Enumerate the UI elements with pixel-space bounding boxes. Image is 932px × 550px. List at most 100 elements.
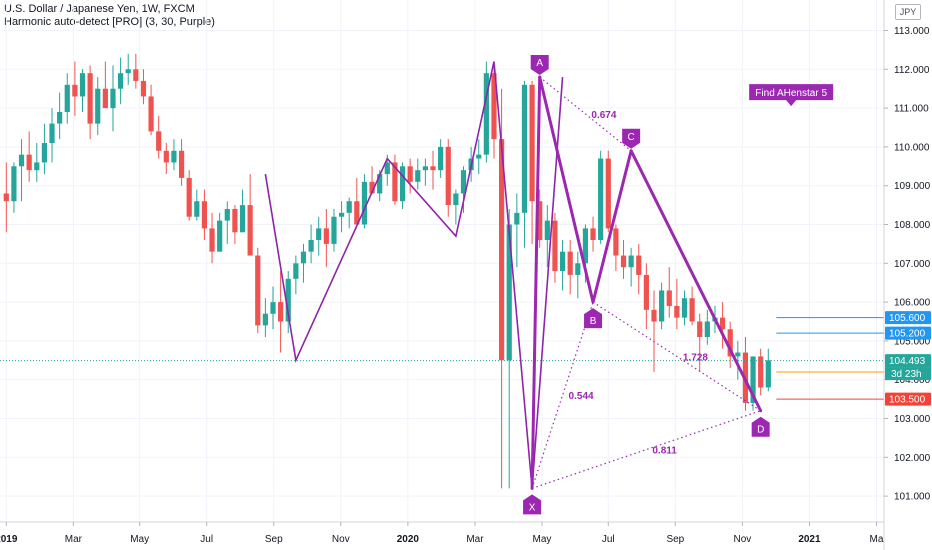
candle-body bbox=[438, 146, 444, 171]
candle-body bbox=[118, 73, 124, 89]
pattern-point-a[interactable]: A bbox=[530, 55, 549, 76]
candle bbox=[537, 189, 543, 248]
candle bbox=[118, 57, 124, 105]
candle bbox=[399, 162, 406, 209]
ratio-label: 0.811 bbox=[652, 446, 677, 457]
price-tick-label: 111.000 bbox=[894, 104, 929, 115]
candle bbox=[704, 309, 710, 345]
candle-body bbox=[217, 220, 223, 252]
pattern-leg bbox=[538, 75, 595, 304]
candle-body bbox=[445, 146, 451, 206]
candle-body bbox=[598, 158, 604, 241]
candle-body bbox=[194, 201, 200, 217]
candle-body bbox=[491, 73, 497, 140]
candle bbox=[422, 158, 428, 186]
zigzag-line bbox=[264, 61, 564, 489]
candle bbox=[453, 189, 459, 225]
indicator-title[interactable]: Harmonic auto-detect [PRO] (3, 30, Purpl… bbox=[4, 16, 215, 28]
candle bbox=[49, 108, 55, 163]
candle-body bbox=[453, 193, 459, 206]
candle-body bbox=[87, 73, 93, 124]
candle bbox=[681, 290, 688, 326]
annotation-callout[interactable]: Find AHenstar 5 bbox=[749, 84, 834, 107]
candle-body bbox=[605, 158, 611, 229]
candle-body bbox=[278, 302, 284, 322]
pattern-point-d[interactable]: D bbox=[751, 416, 770, 437]
candle bbox=[666, 267, 672, 318]
candle-body bbox=[499, 139, 505, 361]
candle-body bbox=[72, 84, 78, 97]
countdown-tag-bg bbox=[885, 367, 931, 381]
candle bbox=[79, 69, 86, 112]
candle-body bbox=[41, 143, 47, 163]
candle-body bbox=[34, 162, 40, 171]
candle bbox=[407, 158, 413, 194]
candle bbox=[445, 139, 451, 217]
candle bbox=[643, 263, 649, 330]
candle-body bbox=[384, 162, 390, 175]
candle-body bbox=[407, 166, 413, 182]
candle-body bbox=[354, 201, 360, 225]
candle bbox=[18, 139, 25, 202]
candle-body bbox=[590, 228, 596, 241]
time-axis[interactable]: 2019 Mar May Jul Sep Nov 2020 Mar May Jul Sep Nov 20… bbox=[0, 521, 884, 545]
candle bbox=[323, 208, 329, 268]
candle-body bbox=[95, 88, 101, 124]
candle bbox=[140, 69, 147, 105]
level-tag: 103.500 bbox=[885, 392, 931, 406]
candle-body bbox=[293, 263, 299, 279]
pattern-point-b[interactable]: B bbox=[584, 308, 603, 329]
price-tag-label: 105.200 bbox=[889, 329, 926, 340]
pattern-point-c[interactable]: C bbox=[622, 128, 641, 149]
price-tag-bg bbox=[885, 392, 931, 406]
candle-body bbox=[270, 302, 276, 314]
pattern-point-label: X bbox=[529, 502, 536, 513]
candle bbox=[689, 286, 695, 326]
candle-body bbox=[628, 255, 634, 268]
candle bbox=[598, 150, 604, 244]
candle bbox=[72, 61, 78, 116]
pattern-point-label: A bbox=[536, 58, 543, 69]
candle bbox=[186, 170, 192, 221]
candle bbox=[415, 158, 421, 190]
candle bbox=[163, 143, 169, 175]
pattern-leg bbox=[629, 149, 763, 413]
pattern-point-tag bbox=[523, 494, 542, 515]
currency-badge[interactable]: JPY bbox=[895, 4, 921, 20]
ratio-line bbox=[531, 410, 761, 489]
candle-body bbox=[308, 240, 314, 252]
candle-body bbox=[125, 69, 131, 74]
candle bbox=[247, 174, 253, 256]
candle-body bbox=[3, 193, 9, 202]
candles bbox=[3, 53, 771, 489]
candle bbox=[57, 92, 63, 140]
candle-body bbox=[26, 154, 32, 171]
price-axis[interactable]: 101.000 102.000 103.000 104.000 105.000 106.0… bbox=[883, 0, 931, 550]
candle-body bbox=[758, 356, 764, 388]
pattern-point-x[interactable]: X bbox=[523, 494, 542, 515]
time-tick-label: Sep bbox=[265, 534, 283, 545]
candle-body bbox=[575, 263, 581, 275]
time-tick-label: May bbox=[533, 534, 552, 545]
candle bbox=[41, 123, 47, 175]
time-tick-label: Nov bbox=[332, 534, 350, 545]
candle-body bbox=[331, 216, 337, 244]
candle bbox=[567, 240, 573, 295]
time-tick-label: Mar bbox=[65, 534, 83, 545]
candle-body bbox=[171, 150, 177, 163]
candle-body bbox=[323, 228, 329, 244]
candle bbox=[201, 189, 208, 241]
ratio-label: 1.728 bbox=[683, 352, 708, 363]
candle-body bbox=[255, 255, 261, 326]
candle bbox=[575, 251, 581, 299]
pattern-leg bbox=[530, 75, 542, 490]
candle-body bbox=[544, 220, 550, 241]
candle-body bbox=[559, 251, 566, 272]
candle-body bbox=[750, 356, 756, 403]
annotation-bubble bbox=[749, 84, 834, 107]
candle-body bbox=[178, 150, 185, 178]
candle bbox=[544, 205, 550, 268]
candle bbox=[697, 313, 703, 372]
candle-body bbox=[209, 228, 215, 252]
